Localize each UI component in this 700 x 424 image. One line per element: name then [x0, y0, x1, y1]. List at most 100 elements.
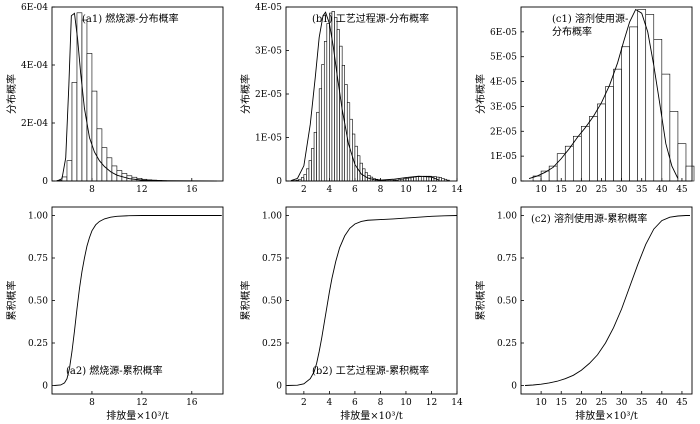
bar-c1-12 — [629, 26, 638, 182]
panel-b1: 2 4 6 8 10 12 14 0 1E-05 2E-05 3E-05 4E-05 分布概率 (b1) … — [239, 3, 463, 195]
x-axis-title-a2: 排放量×10³/t — [106, 409, 169, 422]
y-tick-label-c1-6: 6E-05 — [490, 28, 517, 38]
bar-b1-18 — [336, 29, 340, 182]
x-tick-label-c2-3: 25 — [596, 398, 608, 408]
y-axis-title-c2: 累积概率 — [474, 281, 487, 321]
x-tick-label-c2-5: 35 — [636, 398, 648, 408]
y-tick-label-b2-0: 0 — [276, 382, 282, 392]
y-tick-label-c1-2: 2E-05 — [490, 127, 517, 137]
x-tick-label-c1-0: 10 — [535, 185, 547, 195]
y-tick-label-b1-1: 1E-05 — [255, 134, 282, 144]
x-axis-title-b2: 排放量×10³/t — [340, 409, 403, 422]
x-tick-label-c1-6: 40 — [656, 185, 668, 195]
bar-b1-50 — [418, 176, 422, 182]
x-tick-label-b1-6: 14 — [451, 185, 463, 195]
x-tick-label-c1-5: 35 — [636, 185, 648, 195]
curve-b2 — [287, 215, 458, 386]
bar-a1-8 — [96, 128, 103, 182]
y-tick-label-b1-2: 2E-05 — [255, 90, 282, 100]
x-tick-label-c1-3: 25 — [596, 185, 608, 195]
bar-b1-58 — [438, 177, 442, 182]
y-tick-label-b1-3: 3E-05 — [255, 47, 282, 57]
bar-a1-1 — [61, 176, 68, 182]
y-axis-title-a2: 累积概率 — [5, 281, 18, 321]
x-tick-label-b1-1: 4 — [327, 185, 333, 195]
panel-title-b2: (b2) 工艺过程源-累积概率 — [312, 364, 429, 377]
x-tick-label-c2-7: 45 — [676, 398, 688, 408]
y-tick-label-c1-1: 1E-05 — [490, 152, 517, 162]
y-tick-label-c2-0: 0 — [511, 382, 517, 392]
y-tick-label-b2-4: 1.00 — [262, 212, 282, 222]
curve-a2 — [54, 215, 222, 386]
panel-a1: 8 12 16 0 2E-04 4E-04 6E-04 分布概率 (a1) 燃烧源-分布概率 — [5, 3, 224, 195]
bar-c1-4 — [564, 145, 574, 182]
y-axis-title-c1: 分布概率 — [474, 74, 487, 114]
x-tick-label-a1-0: 8 — [89, 185, 95, 195]
bar-c1-13 — [637, 9, 647, 182]
bar-b1-48 — [413, 176, 417, 182]
y-tick-label-c1-3: 3E-05 — [490, 102, 517, 112]
bar-b1-46 — [408, 177, 412, 182]
y-tick-label-a2-2: 0.50 — [28, 297, 48, 307]
x-tick-label-b1-0: 2 — [301, 185, 307, 195]
bar-a1-3 — [71, 82, 78, 182]
y-tick-label-b2-3: 0.75 — [262, 254, 282, 264]
y-axis-title-a1: 分布概率 — [5, 74, 18, 114]
y-tick-label-a1-2: 4E-04 — [21, 61, 48, 71]
bar-b1-25 — [354, 145, 358, 182]
bar-b1-10 — [316, 111, 320, 182]
bar-c1-6 — [581, 126, 590, 182]
bar-b1-6 — [306, 168, 310, 182]
y-tick-label-c2-4: 1.00 — [497, 212, 517, 222]
bar-c1-14 — [645, 14, 655, 182]
x-tick-label-b2-5: 12 — [426, 398, 437, 408]
x-tick-label-a2-1: 12 — [136, 398, 147, 408]
bar-c1-10 — [613, 68, 622, 182]
bar-b1-8 — [311, 148, 315, 182]
y-axis-title-b1: 分布概率 — [239, 74, 252, 114]
frame-c2 — [520, 206, 693, 395]
bar-c1-7 — [589, 116, 598, 182]
bar-b1-13 — [323, 41, 328, 182]
curve-b1 — [290, 11, 440, 181]
bar-b1-7 — [308, 160, 312, 182]
x-tick-label-c2-6: 40 — [656, 398, 668, 408]
panel-title-c1-line-0: (c1) 溶剂使用源- — [552, 12, 628, 25]
curve-c2 — [524, 215, 690, 386]
bar-c1-18 — [677, 143, 687, 182]
y-axis-title-b2: 累积概率 — [239, 281, 252, 321]
x-tick-label-a1-2: 16 — [186, 185, 198, 195]
y-tick-label-c1-4: 4E-05 — [490, 78, 517, 88]
x-tick-label-b2-6: 14 — [451, 398, 463, 408]
y-tick-label-a2-3: 0.75 — [28, 254, 48, 264]
x-tick-label-b1-4: 10 — [400, 185, 412, 195]
x-tick-label-b2-1: 4 — [327, 398, 333, 408]
panel-b2: 2 4 6 8 10 12 14 0 0.25 0.50 0.75 1.00 累积概率排放量×10³/t… — [239, 206, 463, 422]
y-tick-label-c2-1: 0.25 — [497, 339, 517, 349]
x-tick-label-c2-1: 15 — [556, 398, 568, 408]
y-tick-label-a1-0: 0 — [42, 177, 48, 187]
x-tick-label-c1-4: 30 — [616, 185, 628, 195]
y-tick-label-b1-0: 0 — [276, 177, 282, 187]
curve-c1 — [528, 8, 679, 179]
x-tick-label-a1-1: 12 — [136, 185, 147, 195]
panel-c2: 10 15 20 25 30 35 40 45 0 0.25 0.50 0.75 1.00 累积概率排放量… — [474, 206, 693, 422]
bar-b1-17 — [334, 17, 338, 182]
bar-a1-6 — [86, 53, 93, 182]
x-axis-title-c2: 排放量×10³/t — [575, 409, 638, 422]
bar-c1-2 — [548, 165, 558, 182]
frame-a1 — [51, 6, 224, 182]
x-tick-label-b2-3: 8 — [378, 398, 384, 408]
y-tick-label-a2-1: 0.25 — [28, 339, 48, 349]
bar-c1-8 — [597, 103, 606, 182]
bar-b1-47 — [410, 177, 414, 182]
y-tick-label-c1-5: 5E-05 — [490, 53, 517, 63]
bar-b1-12 — [321, 64, 325, 182]
x-tick-label-b2-0: 2 — [301, 398, 307, 408]
bar-c1-9 — [605, 86, 614, 182]
x-tick-label-b2-4: 10 — [400, 398, 412, 408]
bar-b1-19 — [339, 45, 343, 182]
bar-b1-16 — [331, 11, 335, 182]
bar-a1-7 — [91, 90, 98, 182]
